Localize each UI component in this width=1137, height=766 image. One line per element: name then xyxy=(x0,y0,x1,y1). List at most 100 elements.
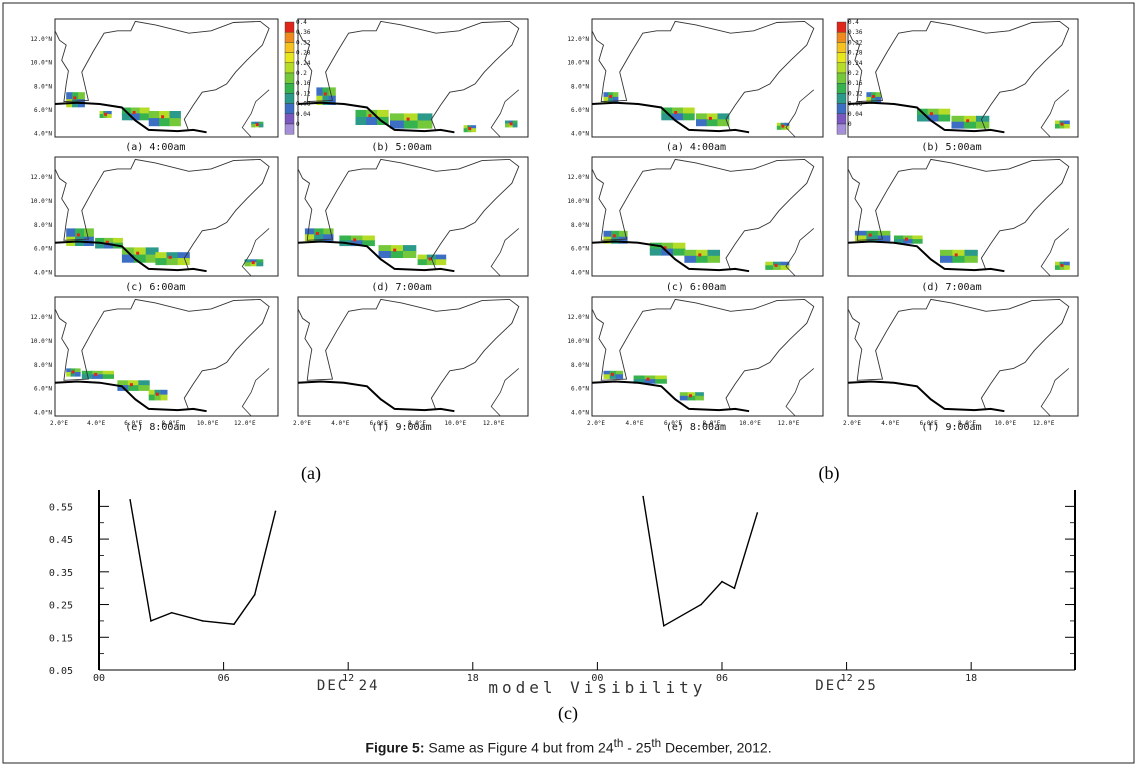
visibility-cell xyxy=(129,383,133,387)
visibility-cell xyxy=(679,395,689,401)
visibility-cell xyxy=(646,377,650,381)
visibility-cell xyxy=(436,254,447,261)
visibility-cell xyxy=(177,258,190,266)
visibility-cell xyxy=(603,230,613,238)
lon-tick-label: 2.0°E xyxy=(587,420,605,427)
colorbar-tick-label: 0.16 xyxy=(848,80,863,87)
visibility-cell xyxy=(776,125,782,130)
country-border xyxy=(1040,368,1070,417)
visibility-cell xyxy=(781,124,785,128)
coastline xyxy=(847,101,1005,134)
visibility-cell xyxy=(875,96,882,103)
colorbar-tick-label: 0.04 xyxy=(296,111,311,118)
country-border xyxy=(847,298,1070,411)
visibility-cell xyxy=(133,254,147,263)
visibility-cell xyxy=(148,118,161,127)
lat-tick-label: 4.0°N xyxy=(34,130,52,137)
lon-tick-label: 12.0°E xyxy=(234,420,256,427)
country-border xyxy=(1040,89,1070,138)
x-tick-label: 00 xyxy=(93,673,105,684)
visibility-cell xyxy=(871,95,875,98)
visibility-cell xyxy=(765,261,774,267)
visibility-cell xyxy=(159,118,171,127)
lat-tick-label: 10.0°N xyxy=(567,338,589,345)
country-border xyxy=(847,158,1070,271)
visibility-cell xyxy=(615,374,624,379)
colorbar-swatch xyxy=(284,72,295,84)
visibility-cell xyxy=(854,235,868,242)
lon-tick-label: 2.0°E xyxy=(293,420,311,427)
visibility-cell xyxy=(107,111,112,115)
visibility-cell xyxy=(952,249,966,257)
visibility-cell xyxy=(508,123,514,128)
visibility-cell xyxy=(903,239,914,244)
map-panel-b-5: 12.0°N 10.0°N 8.0°N 6.0°N 4.0°N 2.0°E 4.0°E 6.0… xyxy=(567,296,824,433)
map-frame xyxy=(591,296,824,417)
visibility-line-segment-2 xyxy=(642,496,758,627)
country-border xyxy=(241,228,270,277)
visibility-cell xyxy=(169,111,181,120)
colorbar-tick-label: 0.16 xyxy=(296,80,311,87)
panel-time-label: (e) 8:00am xyxy=(125,422,185,433)
visibility-cell xyxy=(244,262,252,267)
visibility-cell xyxy=(76,233,80,237)
visibility-cell xyxy=(661,113,674,121)
country-border xyxy=(847,20,1070,132)
visibility-cell xyxy=(133,247,147,256)
visibility-cell xyxy=(103,114,108,118)
coastline xyxy=(54,101,207,134)
x-axis-title: model Visibility xyxy=(488,678,706,697)
caption-text-2: - 25 xyxy=(623,739,652,756)
visibility-cell xyxy=(138,380,150,387)
panel-time-label: (c) 6:00am xyxy=(666,282,726,293)
map-frame xyxy=(847,296,1079,417)
colorbar-swatch xyxy=(836,103,847,114)
visibility-cell xyxy=(471,125,477,130)
lat-tick-label: 12.0°N xyxy=(567,314,589,321)
visibility-cell xyxy=(350,235,364,242)
visibility-cell xyxy=(644,375,657,381)
visibility-cell xyxy=(708,116,712,120)
visibility-cell xyxy=(612,92,619,98)
visibility-cell xyxy=(323,92,327,96)
visibility-cell xyxy=(148,389,156,396)
visibility-cell xyxy=(679,392,689,397)
visibility-cell xyxy=(927,114,940,122)
visibility-cell xyxy=(251,261,255,265)
visibility-cell xyxy=(706,113,719,121)
colorbar-swatch xyxy=(836,72,847,84)
country-border xyxy=(297,20,520,132)
visibility-cell xyxy=(1064,265,1070,270)
caption-label: Figure 5: xyxy=(365,739,425,756)
country-border xyxy=(490,89,520,138)
y-tick-label: 0.35 xyxy=(49,568,73,579)
visibility-cell xyxy=(612,96,619,103)
country-border xyxy=(490,368,520,417)
visibility-cell xyxy=(66,368,72,373)
colorbar-swatch xyxy=(284,82,295,94)
visibility-line-chart: 0.55 0.45 0.35 0.25 0.15 0.05 00 06 12 18 00 06 12 18… xyxy=(49,490,1076,697)
panel-time-label: (f) 9:00am xyxy=(921,422,981,433)
visibility-cell xyxy=(102,370,114,376)
panel-time-label: (a) 4:00am xyxy=(125,142,185,153)
colorbar-tick-label: 0.32 xyxy=(296,39,311,46)
visibility-cell xyxy=(672,113,684,121)
visibility-cell xyxy=(695,249,709,257)
panel-time-label: (d) 7:00am xyxy=(921,282,981,293)
colorbar-tick-label: 0.12 xyxy=(296,90,311,97)
visibility-cell xyxy=(436,259,447,266)
lon-tick-label: 6.0°E xyxy=(124,420,142,427)
visibility-cell xyxy=(663,246,667,250)
visibility-cell xyxy=(1060,122,1064,126)
visibility-cell xyxy=(159,111,171,120)
visibility-cell xyxy=(328,87,336,97)
visibility-cell xyxy=(866,96,872,103)
data-point xyxy=(642,495,644,498)
visibility-cell xyxy=(84,228,94,238)
visibility-cell xyxy=(610,372,614,376)
visibility-cell xyxy=(366,109,378,118)
visibility-cell xyxy=(256,259,264,264)
visibility-cell xyxy=(403,120,419,129)
visibility-cell xyxy=(99,114,105,118)
lat-tick-label: 6.0°N xyxy=(571,246,589,253)
